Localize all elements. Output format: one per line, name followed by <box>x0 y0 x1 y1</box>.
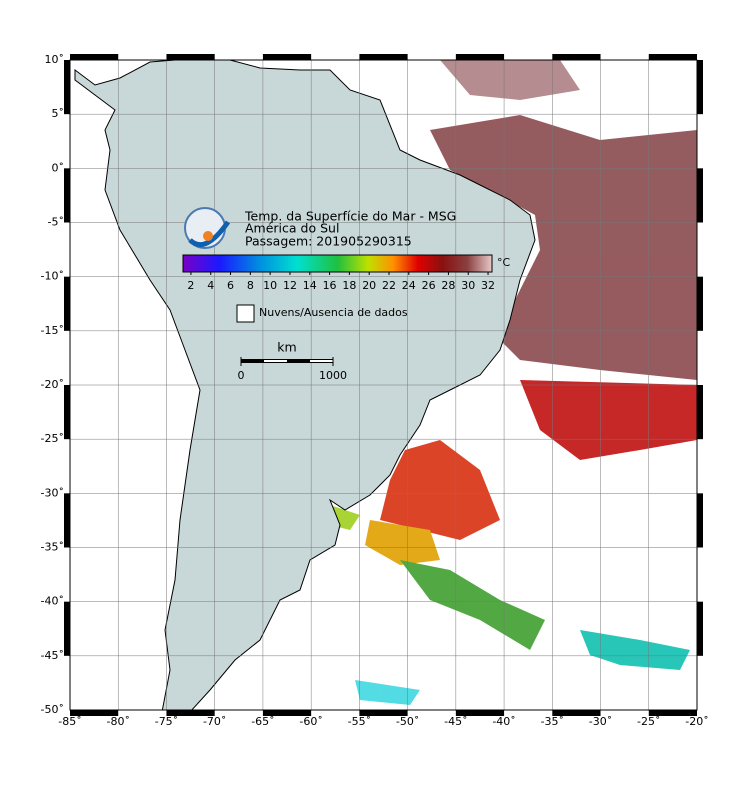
colorbar-tick-label: 20 <box>362 279 376 292</box>
map-body <box>70 60 697 710</box>
frame-bar <box>552 710 601 716</box>
legend-swatch <box>236 304 255 323</box>
title-line: Passagem: 201905290315 <box>245 234 412 249</box>
y-tick-label: 10˚ <box>45 53 65 66</box>
colorbar-tick-label: 26 <box>422 279 436 292</box>
frame-bar <box>359 710 408 716</box>
scale-tick-label: 0 <box>238 369 245 382</box>
frame-bar <box>64 276 70 331</box>
colorbar-tick-label: 22 <box>382 279 396 292</box>
frame-bar <box>166 54 215 60</box>
y-tick-label: -5˚ <box>48 216 64 229</box>
title-line: Temp. da Superfície do Mar - MSG <box>244 209 456 224</box>
colorbar-tick-label: 12 <box>283 279 297 292</box>
frame-bar <box>455 710 505 716</box>
x-tick-label: -20˚ <box>685 715 708 728</box>
colorbar-tick-label: 10 <box>263 279 277 292</box>
title-line: América do Sul <box>245 221 339 236</box>
y-tick-label: -10˚ <box>41 270 64 283</box>
colorbar <box>182 254 493 273</box>
frame-bar <box>359 54 408 60</box>
x-tick-label: -45˚ <box>444 715 467 728</box>
x-tick-label: -40˚ <box>492 715 515 728</box>
frame-bar <box>166 710 215 716</box>
frame-bar <box>697 601 703 656</box>
frame-bar <box>697 276 703 331</box>
x-tick-label: -65˚ <box>251 715 274 728</box>
frame-bar <box>64 60 70 115</box>
x-tick-label: -75˚ <box>155 715 178 728</box>
colorbar-unit: °C <box>497 256 511 269</box>
colorbar-tick-label: 2 <box>187 279 194 292</box>
y-tick-label: 0˚ <box>52 161 65 174</box>
x-tick-label: -60˚ <box>299 715 322 728</box>
y-tick-label: -20˚ <box>41 378 64 391</box>
frame-bar <box>697 168 703 223</box>
frame-bar <box>64 168 70 223</box>
colorbar-tick-label: 8 <box>247 279 254 292</box>
y-tick-label: -25˚ <box>41 432 64 445</box>
frame-bar <box>648 710 697 716</box>
graticule <box>70 60 697 710</box>
legend-label: Nuvens/Ausencia de dados <box>259 306 408 319</box>
colorbar-tick-label: 16 <box>323 279 337 292</box>
frame-bar <box>697 493 703 548</box>
y-tick-label: 5˚ <box>52 107 65 120</box>
scale-bar-segment <box>264 360 287 362</box>
frame-bar <box>552 54 601 60</box>
x-tick-label: -85˚ <box>58 715 81 728</box>
y-tick-label: -45˚ <box>41 649 64 662</box>
frame-bar <box>455 54 505 60</box>
frame-bar <box>70 710 119 716</box>
colorbar-tick-label: 24 <box>402 279 416 292</box>
colorbar-tick-label: 18 <box>342 279 356 292</box>
y-tick-label: -35˚ <box>41 541 64 554</box>
frame-bar <box>64 493 70 548</box>
y-tick-label: -15˚ <box>41 324 64 337</box>
y-tick-label: -40˚ <box>41 595 64 608</box>
colorbar-tick-label: 32 <box>481 279 495 292</box>
frame-bar <box>262 710 312 716</box>
scale-tick-label: 1000 <box>319 369 347 382</box>
colorbar-tick-label: 30 <box>461 279 475 292</box>
x-tick-label: -55˚ <box>348 715 371 728</box>
x-tick-label: -25˚ <box>637 715 660 728</box>
x-tick-label: -30˚ <box>589 715 612 728</box>
frame-bar <box>64 601 70 656</box>
frame-bar <box>70 54 119 60</box>
x-tick-label: -80˚ <box>106 715 129 728</box>
x-tick-label: -35˚ <box>541 715 564 728</box>
frame-bar <box>697 385 703 440</box>
scale-unit: km <box>277 340 296 355</box>
y-tick-label: -50˚ <box>41 703 64 716</box>
frame-bar <box>262 54 312 60</box>
scale-bar-segment <box>310 360 333 362</box>
inpe-logo <box>184 207 231 249</box>
frame-bar <box>697 60 703 115</box>
colorbar-tick-label: 6 <box>227 279 234 292</box>
frame-bar <box>64 385 70 440</box>
colorbar-tick-label: 28 <box>441 279 455 292</box>
frame-bar <box>648 54 697 60</box>
sst-patches <box>330 60 697 705</box>
x-tick-label: -70˚ <box>203 715 226 728</box>
x-tick-label: -50˚ <box>396 715 419 728</box>
y-tick-label: -30˚ <box>41 486 64 499</box>
colorbar-tick-label: 14 <box>303 279 317 292</box>
colorbar-tick-label: 4 <box>207 279 214 292</box>
